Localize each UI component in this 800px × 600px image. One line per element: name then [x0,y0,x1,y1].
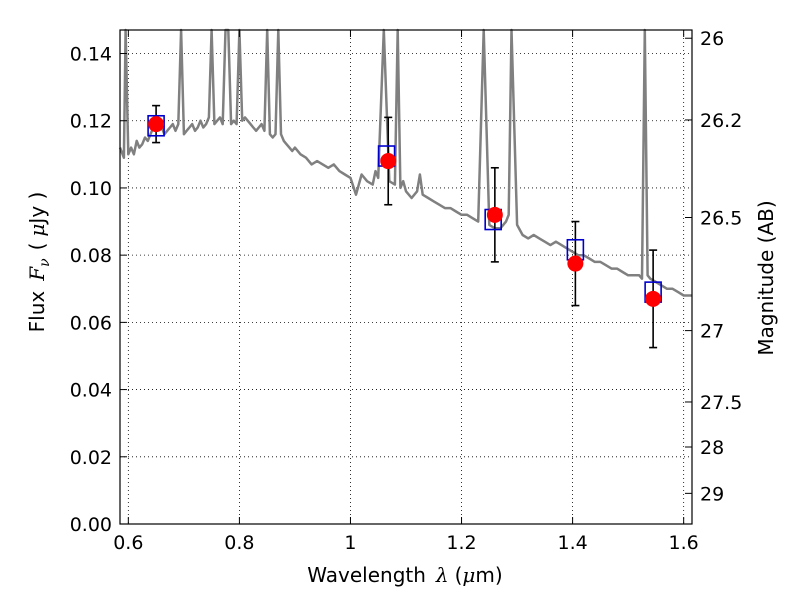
x-tick-label: 0.8 [224,532,254,554]
observed-point [567,255,584,272]
ticks: 0.6 0.8 1 1.2 1.4 1.6 0.00 0.02 0.04 0.06 0.08 0.10… [70,28,743,554]
x-tick-label: 1 [344,532,356,554]
observed-point [486,206,503,223]
y-tick-label: 0.14 [70,44,112,66]
observed-point [645,290,662,307]
y-tick-label: 0.06 [70,312,112,334]
observed-points [148,116,662,307]
x-axis-label: Wavelength λ (μm) [307,563,502,587]
y-tick-label: 0.12 [70,111,112,133]
plot-frame [119,29,693,525]
mag-tick-label: 27.5 [700,392,742,414]
y2-axis-label: Magnitude (AB) [754,200,778,355]
mag-tick-label: 29 [700,483,724,505]
mag-tick-label: 27 [700,321,724,343]
mag-tick-label: 28 [700,437,724,459]
x-tick-label: 1.4 [557,532,587,554]
x-tick-label: 1.2 [446,532,476,554]
x-tick-label: 1.6 [669,532,699,554]
observed-point [148,116,165,133]
spectrum [118,28,692,297]
mag-tick-label: 26.2 [700,110,742,132]
plot-border [119,29,693,525]
y-tick-label: 0.10 [70,178,112,200]
y-tick-label: 0.00 [70,514,112,536]
y-tick-label: 0.08 [70,245,112,267]
model-box [147,114,165,137]
mag-tick-label: 26.5 [700,207,742,229]
observed-point [380,153,397,170]
y-tick-label: 0.02 [70,447,112,469]
mag-tick-label: 26 [700,28,724,50]
y-axis-label: FluxFν(μJy ) [25,192,53,333]
y-tick-label: 0.04 [70,380,112,402]
spectrum-line [118,28,692,297]
x-tick-label: 0.6 [113,532,143,554]
